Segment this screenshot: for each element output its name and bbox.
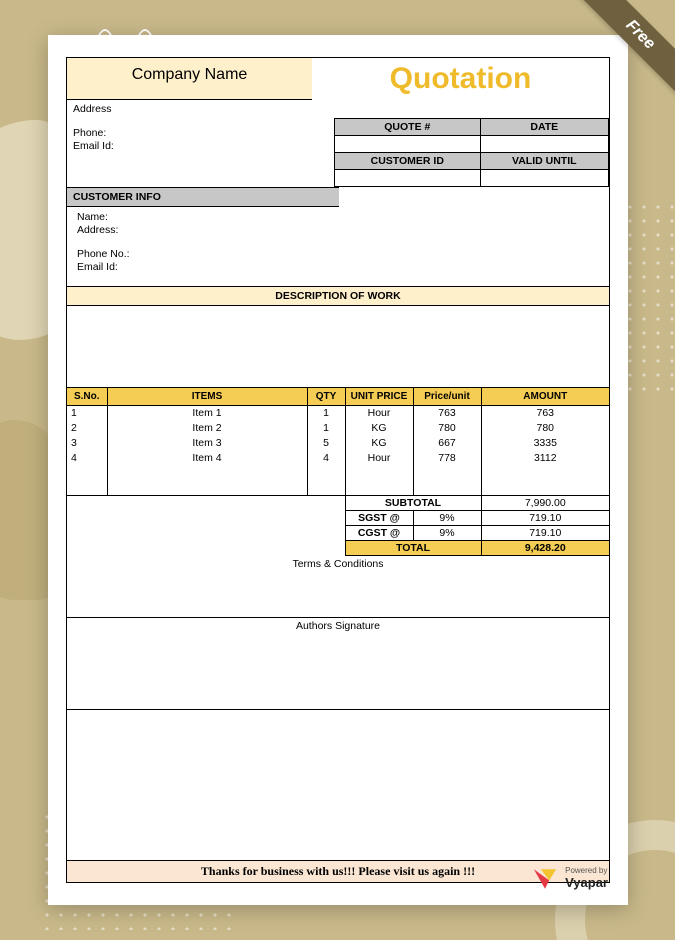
total-value: 9,428.20 — [481, 541, 609, 556]
valid-until-value — [480, 170, 608, 187]
company-name: Company Name — [67, 58, 312, 100]
col-qty: QTY — [307, 388, 345, 406]
items-table: S.No. ITEMS QTY UNIT PRICE Price/unit AM… — [67, 388, 609, 556]
signature-body — [67, 634, 609, 710]
date-header: DATE — [480, 119, 608, 136]
description-header: DESCRIPTION OF WORK — [67, 286, 609, 306]
terms-label: Terms & Conditions — [67, 556, 609, 572]
cust-address-label: Address: — [77, 224, 599, 236]
terms-body — [67, 572, 609, 618]
customer-id-header: CUSTOMER ID — [335, 153, 481, 170]
cgst-label: CGST @ — [345, 526, 413, 541]
table-row: 3 Item 3 5 KG 667 3335 — [67, 436, 609, 451]
cgst-value: 719.10 — [481, 526, 609, 541]
powered-by: Powered by Vyapar — [531, 865, 608, 893]
cust-email-label: Email Id: — [77, 261, 599, 273]
cust-phone-label: Phone No.: — [77, 248, 599, 260]
sgst-value: 719.10 — [481, 511, 609, 526]
quote-no-header: QUOTE # — [335, 119, 481, 136]
quote-meta-table: QUOTE # DATE CUSTOMER ID VALID UNTIL — [334, 118, 609, 187]
customer-info-block: Name: Address: Phone No.: Email Id: — [67, 207, 609, 282]
sgst-label: SGST @ — [345, 511, 413, 526]
footer-thanks: Thanks for business with us!!! Please vi… — [67, 860, 609, 882]
cust-name-label: Name: — [77, 211, 599, 223]
total-label: TOTAL — [345, 541, 481, 556]
valid-until-header: VALID UNTIL — [480, 153, 608, 170]
description-body — [67, 306, 609, 388]
table-row: 2 Item 2 1 KG 780 780 — [67, 421, 609, 436]
subtotal-value: 7,990.00 — [481, 496, 609, 511]
quote-no-value — [335, 136, 481, 153]
date-value — [480, 136, 608, 153]
customer-info-header: CUSTOMER INFO — [67, 187, 339, 207]
powered-label: Powered by — [565, 866, 607, 875]
brand-name: Vyapar — [565, 876, 608, 890]
col-sno: S.No. — [67, 388, 107, 406]
address-label: Address — [73, 103, 603, 115]
table-row: 4 Item 4 4 Hour 778 3112 — [67, 451, 609, 466]
quotation-title: Quotation — [312, 58, 609, 100]
subtotal-label: SUBTOTAL — [345, 496, 481, 511]
col-amount: AMOUNT — [481, 388, 609, 406]
customer-id-value — [335, 170, 481, 187]
table-row: 1 Item 1 1 Hour 763 763 — [67, 406, 609, 421]
quotation-page: Company Name Quotation Address Phone: Em… — [48, 35, 628, 905]
signature-label: Authors Signature — [67, 618, 609, 634]
cgst-rate: 9% — [413, 526, 481, 541]
sgst-rate: 9% — [413, 511, 481, 526]
vyapar-logo-icon — [531, 865, 559, 893]
col-unit-price: UNIT PRICE — [345, 388, 413, 406]
col-items: ITEMS — [107, 388, 307, 406]
col-price-unit: Price/unit — [413, 388, 481, 406]
